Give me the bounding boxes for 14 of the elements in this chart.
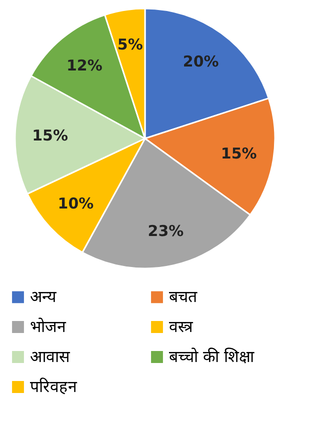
data-label: 5% xyxy=(117,36,143,54)
data-label: 12% xyxy=(66,56,102,74)
data-label: 15% xyxy=(32,126,68,145)
legend-label: परिवहन xyxy=(30,377,78,396)
legend-label: अन्य xyxy=(30,287,57,306)
data-label: 10% xyxy=(58,194,94,213)
legend-label: बचत xyxy=(169,287,198,306)
legend-label: भोजन xyxy=(30,317,67,336)
data-label: 15% xyxy=(220,144,257,162)
legend-label: वस्त्र xyxy=(169,317,194,336)
data-label: 23% xyxy=(148,222,184,240)
legend-label: बच्चो की शिक्षा xyxy=(169,347,256,366)
data-label: 20% xyxy=(182,52,219,71)
legend-label: आवास xyxy=(30,347,71,366)
